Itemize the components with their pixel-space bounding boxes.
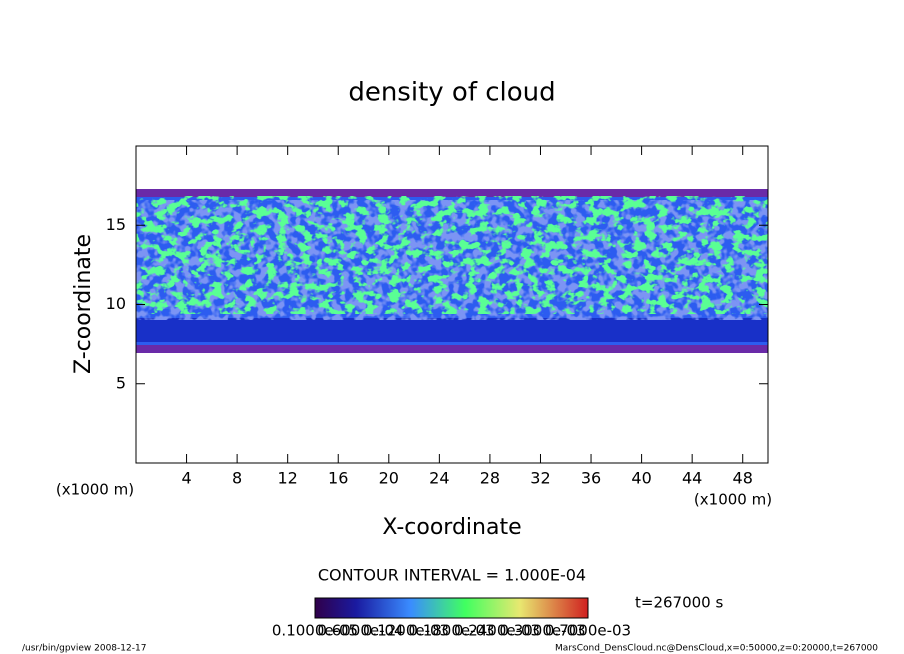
contour-interval: CONTOUR INTERVAL = 1.000E-04 [318,566,586,585]
x-tick-label: 8 [232,469,242,488]
time-label: t=267000 s [635,594,723,612]
x-tick-label: 36 [581,469,601,488]
x-tick-label: 24 [429,469,449,488]
x-tick-label: 12 [278,469,298,488]
footer-right: MarsCond_DensCloud.nc@DensCloud,x=0:5000… [555,644,878,654]
x-tick-label: 40 [631,469,651,488]
x-tick-label: 48 [733,469,753,488]
y-tick-label: 15 [106,215,126,234]
colorbar-label: 0.6000e-04 [317,622,403,640]
colorbar-label: 0.7000e-03 [545,622,631,640]
colorbar-label: 0.3000e-03 [499,622,585,640]
y-unit: (x1000 m) [56,481,134,499]
colorbar-label: 0.1000e-05 [272,622,358,640]
cloud-field [136,189,768,353]
x-tick-label: 20 [379,469,399,488]
x-tick-label: 44 [682,469,702,488]
colorbar-label: 0.1800e-03 [408,622,494,640]
x-unit: (x1000 m) [694,491,772,509]
x-tick-label: 4 [181,469,191,488]
colorbar-label: 0.2400e-03 [454,622,540,640]
x-axis-label: X-coordinate [382,515,521,540]
y-tick-label: 10 [106,294,126,313]
colorbar-label: 0.1200e-03 [363,622,449,640]
x-tick-label: 16 [328,469,348,488]
y-axis-label: Z-coordinate [71,234,96,374]
x-tick-label: 28 [480,469,500,488]
x-tick-label: 32 [530,469,550,488]
y-tick-label: 5 [116,373,126,392]
colorbar [314,597,589,619]
chart-title: density of cloud [348,78,555,108]
footer-left: /usr/bin/gpview 2008-12-17 [22,644,146,654]
